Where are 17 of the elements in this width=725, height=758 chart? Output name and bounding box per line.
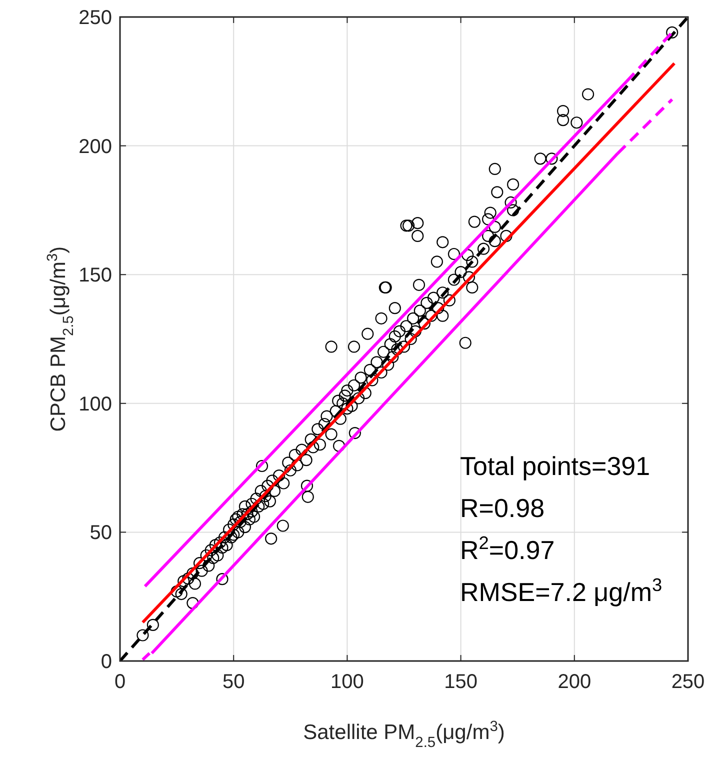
y-tick-label: 200 (78, 136, 112, 158)
y-tick-label: 0 (100, 651, 112, 673)
annotation: R$^{2}$=0.97 (460, 533, 555, 565)
y-tick-label: 150 (78, 264, 112, 287)
x-tick-label: 200 (558, 671, 592, 693)
annotation: Total points=391 (460, 451, 650, 481)
x-tick-label: 250 (671, 671, 705, 693)
y-tick-label: 50 (90, 522, 112, 544)
x-axis-title: Satellite PM$_{2.5}$(μg/m$^{3}$) (303, 719, 505, 751)
y-tick-label: 250 (78, 7, 112, 29)
x-tick-label: 50 (222, 671, 245, 693)
x-tick-label: 100 (330, 671, 364, 693)
x-tick-label: 0 (114, 671, 126, 693)
annotation: RMSE=7.2 μg/m$^{3}$ (460, 575, 662, 607)
annotation: R=0.98 (460, 493, 545, 523)
y-tick-label: 100 (78, 393, 112, 416)
x-tick-label: 150 (444, 671, 478, 693)
